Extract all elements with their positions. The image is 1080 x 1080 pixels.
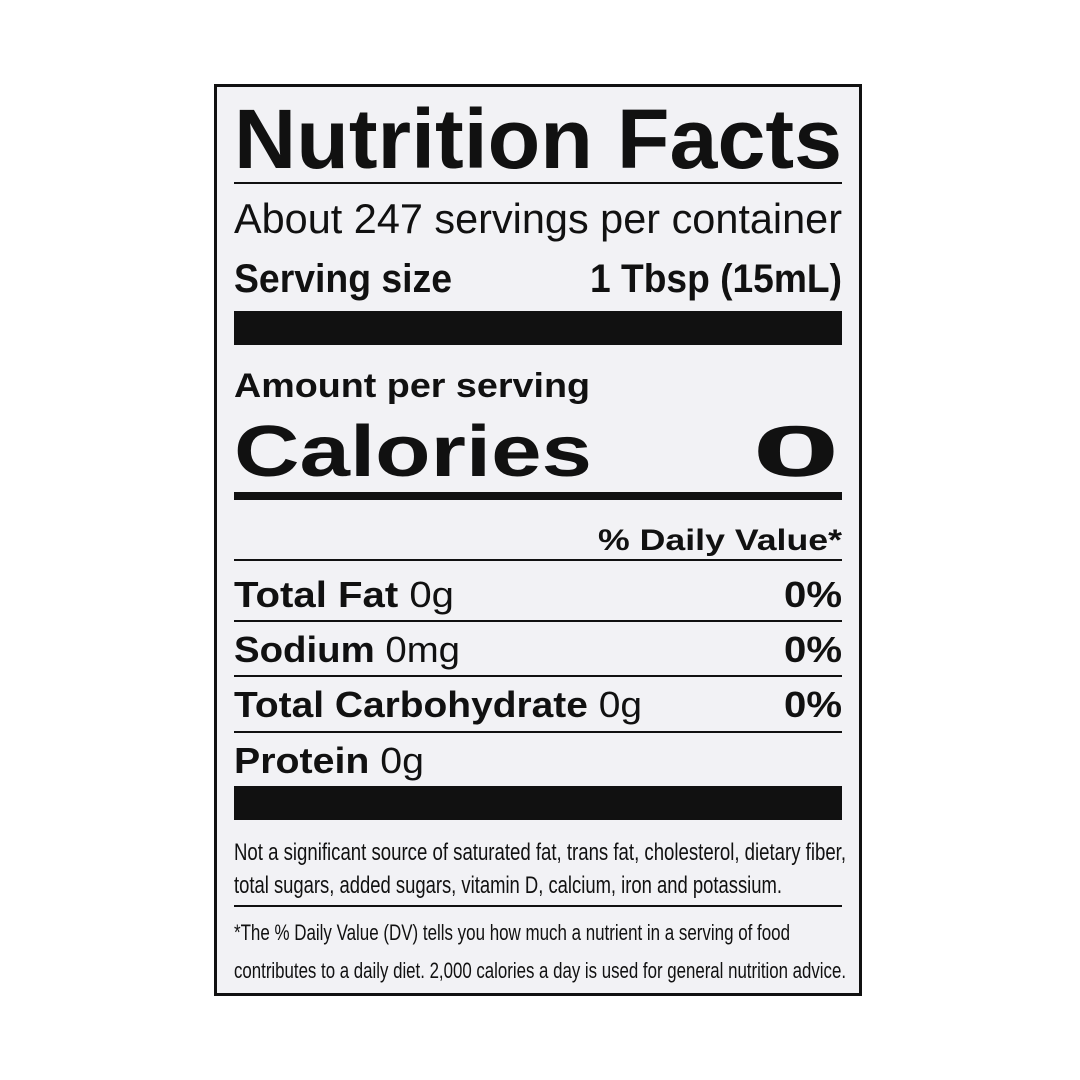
title: Nutrition Facts — [234, 92, 842, 186]
footnote: Not a significant source of saturated fa… — [234, 839, 846, 866]
calories-value: 0 — [752, 412, 840, 492]
nutrient-dv: 0% — [784, 574, 842, 615]
dv-note: *The % Daily Value (DV) tells you how mu… — [234, 920, 790, 945]
nutrient-name: Total Fat — [234, 574, 398, 615]
nutrient-row: Sodium 0mg — [234, 629, 460, 670]
rule — [234, 559, 842, 561]
rule — [234, 182, 842, 184]
nutrient-name: Protein — [234, 740, 369, 781]
nutrient-amount: 0g — [409, 574, 454, 615]
serving-size-value: 1 Tbsp (15mL) — [590, 257, 842, 301]
thick-bar — [234, 786, 842, 820]
nutrient-amount: 0g — [380, 740, 424, 781]
dv-note: contributes to a daily diet. 2,000 calor… — [234, 958, 846, 983]
label-box — [214, 84, 862, 996]
medium-bar — [234, 492, 842, 500]
nutrient-amount: 0g — [599, 684, 642, 725]
calories-label: Calories — [234, 412, 592, 492]
nutrient-name: Sodium — [234, 629, 375, 670]
nutrient-dv: 0% — [784, 629, 842, 670]
nutrient-row: Protein 0g — [234, 740, 424, 781]
nutrient-row: Total Carbohydrate 0g — [234, 684, 642, 725]
serving-size-label: Serving size — [234, 257, 452, 301]
footnote: total sugars, added sugars, vitamin D, c… — [234, 872, 782, 899]
daily-value-header: % Daily Value* — [598, 524, 842, 557]
nutrient-dv: 0% — [784, 684, 842, 725]
nutrient-name: Total Carbohydrate — [234, 684, 588, 725]
thick-bar — [234, 311, 842, 345]
rule — [234, 731, 842, 733]
rule — [234, 620, 842, 622]
amount-per-serving: Amount per serving — [234, 367, 590, 405]
rule — [234, 675, 842, 677]
servings: About 247 servings per container — [234, 195, 842, 242]
nutrient-amount: 0mg — [385, 629, 460, 670]
rule — [234, 905, 842, 907]
nutrient-row: Total Fat 0g — [234, 574, 454, 615]
